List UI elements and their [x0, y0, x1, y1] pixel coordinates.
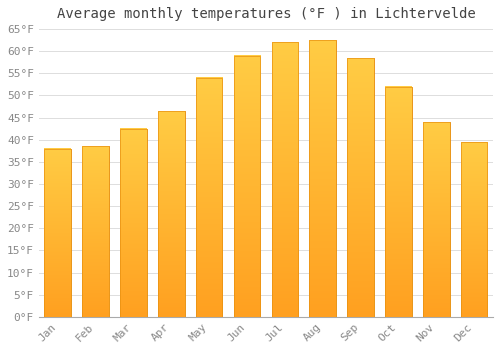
Bar	[234, 56, 260, 317]
Title: Average monthly temperatures (°F ) in Lichtervelde: Average monthly temperatures (°F ) in Li…	[56, 7, 476, 21]
Bar	[310, 40, 336, 317]
Bar	[385, 86, 411, 317]
Bar	[158, 111, 184, 317]
Bar	[196, 78, 222, 317]
Bar	[120, 129, 146, 317]
Bar	[423, 122, 450, 317]
Bar	[348, 58, 374, 317]
Bar	[44, 149, 71, 317]
Bar	[461, 142, 487, 317]
Bar	[82, 146, 109, 317]
Bar	[272, 42, 298, 317]
